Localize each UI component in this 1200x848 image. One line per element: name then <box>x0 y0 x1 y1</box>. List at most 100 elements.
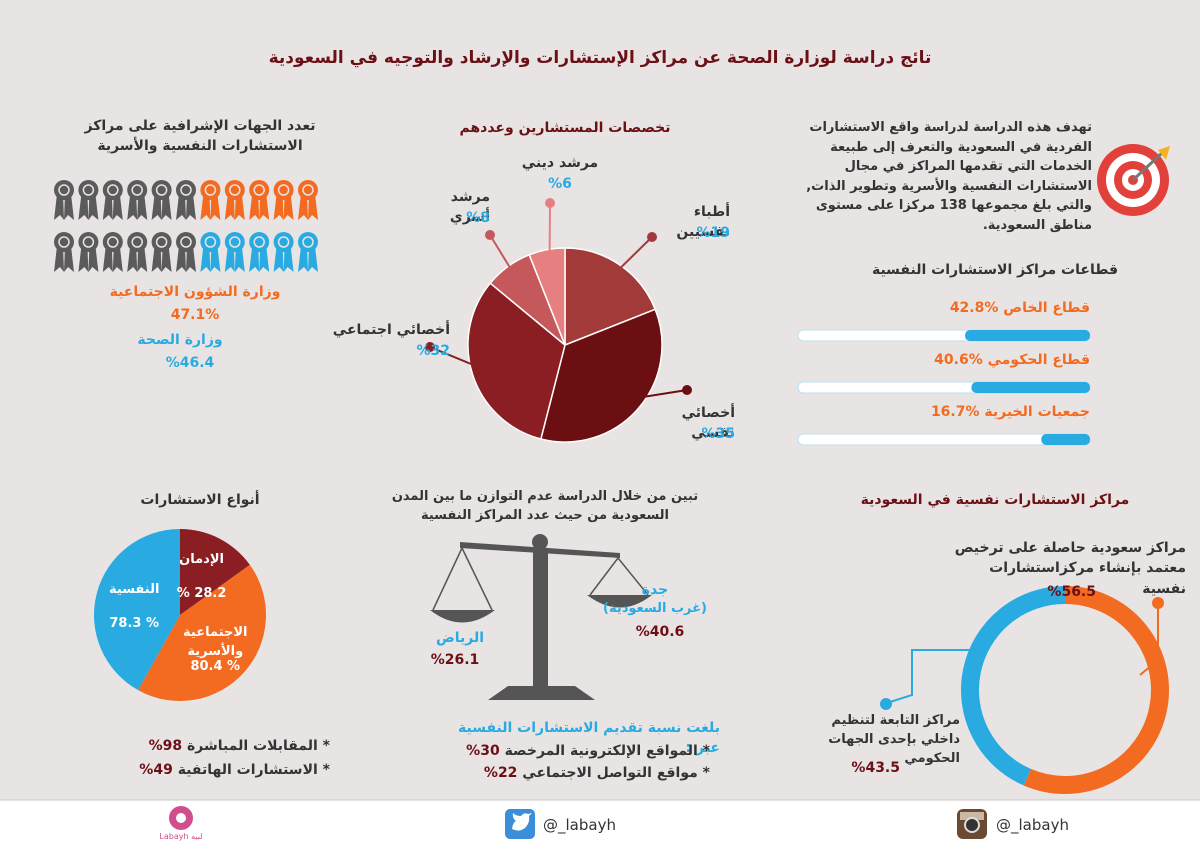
ribbon-medal <box>54 232 74 252</box>
method-item: * الاستشارات الهاتفية 49% <box>139 762 330 778</box>
ribbon-inner <box>204 236 217 248</box>
centers-label: مراكز التابعة لتنظيم داخلي بإحدى الجهات … <box>828 713 960 766</box>
ribbon-tail <box>234 246 245 272</box>
ribbon-inner <box>107 236 119 248</box>
pie-slice <box>564 247 657 347</box>
ribbon-medal <box>224 232 245 252</box>
intro-text: تهدف هذه الدراسة لدراسة واقع الاستشارات … <box>806 120 1092 233</box>
ribbon-tail <box>78 194 89 220</box>
leader-dot <box>880 698 892 710</box>
ribbon-tail <box>200 246 211 272</box>
ribbon-inner <box>277 236 290 248</box>
pie-slice <box>138 564 267 701</box>
ribbon-inner <box>229 184 241 196</box>
sector-label: قطاع الخاص <box>1003 300 1090 316</box>
ribbon-inner <box>82 236 95 248</box>
bar <box>971 382 1090 393</box>
online-value: 30% <box>466 743 500 759</box>
specialists-title: تخصصات المستشارين وعددهم <box>459 120 671 136</box>
ribbon-inner <box>58 236 70 248</box>
ribbon-tail <box>210 246 221 272</box>
ribbon-tail <box>210 194 221 220</box>
leader-line <box>429 346 487 372</box>
ribbon-tail <box>234 194 245 220</box>
leader-line <box>610 236 653 278</box>
ribbon-inner <box>155 236 168 248</box>
ribbon-inner <box>180 184 192 196</box>
footer-band <box>0 800 1200 848</box>
ribbon-inner <box>253 184 265 196</box>
ribbon-tail <box>273 194 284 220</box>
ribbon-inner <box>204 184 217 196</box>
method-label: الاستشارات الهاتفية <box>177 762 318 778</box>
ribbon-tail <box>186 194 196 220</box>
ribbon-tail <box>224 246 235 272</box>
ribbon-tail <box>308 194 318 220</box>
online-title: بلغت نسبة تقديم الاستشارات النفسية عبر : <box>458 720 720 757</box>
online-item: * المواقع الإلكترونية المرخصة 30% <box>466 743 710 759</box>
title: تائج دراسة لوزارة الصحة عن مراكز الإستشا… <box>268 48 932 68</box>
ribbon-medal <box>200 180 221 200</box>
pie-value: %8 <box>466 210 490 226</box>
ribbon-tail <box>64 194 74 220</box>
ribbon-tail <box>249 246 260 272</box>
ribbon-tail <box>137 246 148 272</box>
pie-value: %6 <box>548 176 572 192</box>
ribbon-inner <box>58 184 70 196</box>
ribbon-inner <box>253 236 265 248</box>
ribbon-inner <box>131 184 143 196</box>
bar <box>1041 434 1090 445</box>
sector-value: %16.7 <box>930 404 980 420</box>
pie-value: %32 <box>416 343 450 359</box>
leader-line <box>489 234 518 279</box>
ribbon-tail <box>54 194 64 220</box>
logo-icon <box>169 806 193 830</box>
ribbon-tail <box>259 194 270 220</box>
centers-value: %56.5 <box>1047 584 1096 600</box>
ribbon-tail <box>54 246 64 272</box>
sector-label: قطاع الحكومي <box>987 352 1090 368</box>
balance-text: تبين من خلال الدراسة عدم التوازن ما بين … <box>391 489 699 523</box>
logo-text: Labayh لبيه <box>159 832 203 841</box>
centers-label: مراكز سعودية حاصلة على ترخيص معتمد بإنشا… <box>954 540 1186 597</box>
ribbon-inner <box>229 236 241 248</box>
ribbon-tail <box>186 246 196 272</box>
supervision-value: %46.4 <box>165 355 215 371</box>
ribbon-icons <box>54 180 318 272</box>
pie-value: %19 <box>696 225 730 241</box>
ribbon-tail <box>298 246 308 272</box>
pie-slice <box>539 308 663 443</box>
twitter-handle[interactable]: @_labayh <box>543 816 616 834</box>
pie-value: % 80.4 <box>190 659 241 675</box>
ribbon-inner <box>131 236 143 248</box>
pie-label: النفسية <box>109 582 160 598</box>
leader-dot <box>425 342 435 352</box>
supervision-title: تعدد الجهات الإشرافية على مراكز الاستشار… <box>84 118 316 155</box>
ribbon-tail <box>298 194 308 220</box>
ribbon-tail <box>176 194 186 220</box>
bar <box>965 330 1090 341</box>
ribbon-medal <box>249 180 270 200</box>
ribbon-tail <box>308 246 318 272</box>
ribbon-medal <box>249 232 270 252</box>
ribbon-inner <box>302 184 314 196</box>
pie-value: % 78.3 <box>109 616 160 632</box>
centers-title: مراكز الاستشارات نفسية في السعودية <box>860 492 1130 508</box>
ribbon-medal <box>298 232 318 252</box>
ribbon-tail <box>137 194 148 220</box>
ribbon-tail <box>176 246 186 272</box>
ribbon-inner <box>155 184 168 196</box>
ribbon-tail <box>127 246 138 272</box>
sector-value: %40.6 <box>934 352 983 368</box>
instagram-handle[interactable]: @_labayh <box>996 816 1069 834</box>
method-label: المقابلات المباشرة <box>187 738 318 754</box>
pie-slice <box>93 529 180 691</box>
ribbon-tail <box>102 194 113 220</box>
online-item: * مواقع التواصل الاجتماعي 22% <box>483 765 710 781</box>
ribbon-medal <box>54 180 74 200</box>
ribbon-medal <box>176 180 196 200</box>
pie-label: أطباء نفسيين <box>676 204 730 241</box>
ribbon-medal <box>102 232 123 252</box>
